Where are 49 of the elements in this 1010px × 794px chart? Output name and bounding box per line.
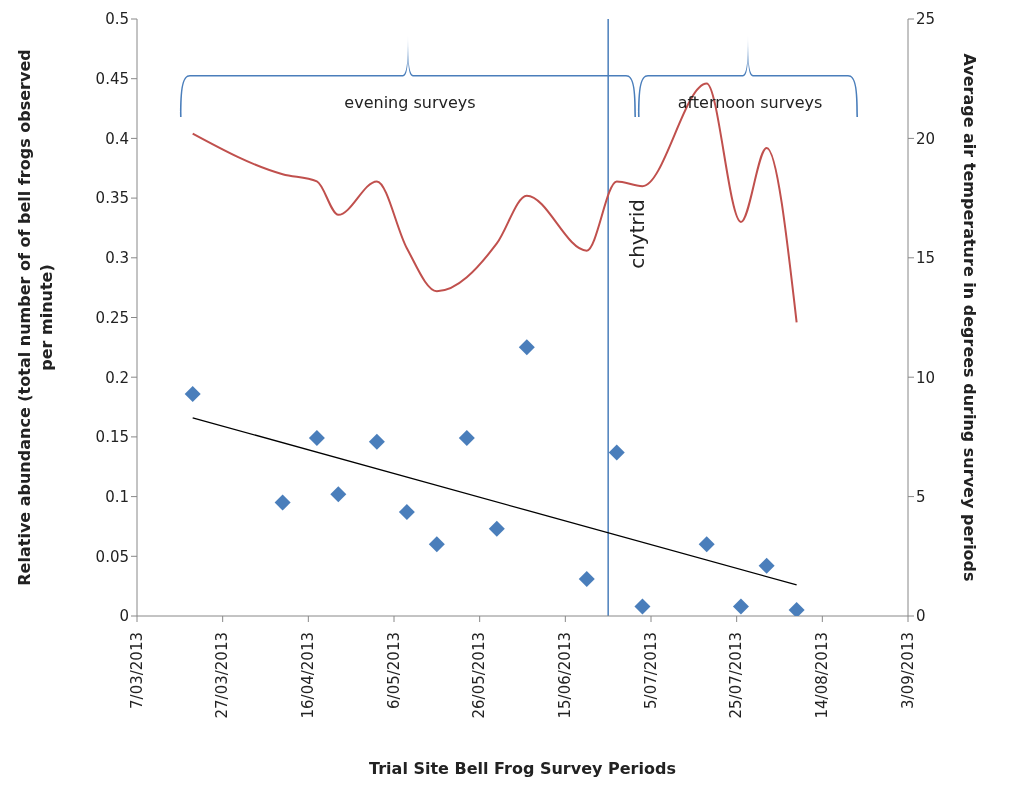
y-tick-label: 0.4 <box>105 129 129 148</box>
y-tick-label: 0.1 <box>105 487 129 506</box>
y-tick-label: 0.45 <box>95 70 129 89</box>
x-tick-label: 15/06/2013 <box>555 632 574 719</box>
y-tick-label: 0.5 <box>105 10 129 29</box>
point <box>398 504 415 521</box>
x-tick-label: 3/09/2013 <box>898 632 917 709</box>
y2-tick-label: 25 <box>916 10 936 29</box>
x-tick-label: 6/05/2013 <box>384 632 403 709</box>
y-axis-title: Relative abundance (total number of of bell frogs observed per minute) <box>15 49 56 586</box>
y2-tick-label: 15 <box>916 249 936 268</box>
x-axis-title: Trial Site Bell Frog Survey Periods <box>369 759 676 778</box>
point <box>634 598 651 615</box>
x-tick-label: 7/03/2013 <box>127 632 146 709</box>
y-tick-label: 0.05 <box>95 547 129 566</box>
point <box>458 430 475 447</box>
x-tick-label: 27/03/2013 <box>213 632 232 719</box>
y-tick-label: 0.35 <box>95 189 129 208</box>
point <box>308 430 325 447</box>
x-tick-label: 5/07/2013 <box>641 632 660 709</box>
point <box>518 339 535 356</box>
x-tick-label: 14/08/2013 <box>812 632 831 719</box>
x-tick-label: 16/04/2013 <box>298 632 317 719</box>
x-tick-label: 25/07/2013 <box>727 632 746 719</box>
y2-tick-label: 10 <box>916 368 936 387</box>
point <box>698 536 715 553</box>
y2-axis-title: Average air temperature in degrees during survey periods <box>960 53 979 582</box>
y-tick-label: 0 <box>119 607 129 626</box>
y-tick-label: 0.2 <box>105 368 129 387</box>
y2-tick-label: 0 <box>916 607 926 626</box>
point <box>608 444 625 461</box>
point <box>274 494 291 511</box>
point <box>732 598 749 615</box>
point <box>578 570 595 587</box>
point <box>758 557 775 574</box>
point <box>368 433 385 450</box>
y-tick-label: 0.25 <box>95 308 129 327</box>
y2-tick-label: 20 <box>916 129 936 148</box>
annotation: evening surveys <box>344 93 476 112</box>
x-tick-label: 26/05/2013 <box>470 632 489 719</box>
ref-line-label: chytrid <box>624 199 649 269</box>
point <box>184 385 201 402</box>
y-tick-label: 0.3 <box>105 249 129 268</box>
y2-tick-label: 5 <box>916 487 926 506</box>
point <box>788 602 805 616</box>
point <box>330 486 347 503</box>
point <box>488 520 505 537</box>
y-tick-label: 0.15 <box>95 428 129 447</box>
point <box>428 536 445 553</box>
